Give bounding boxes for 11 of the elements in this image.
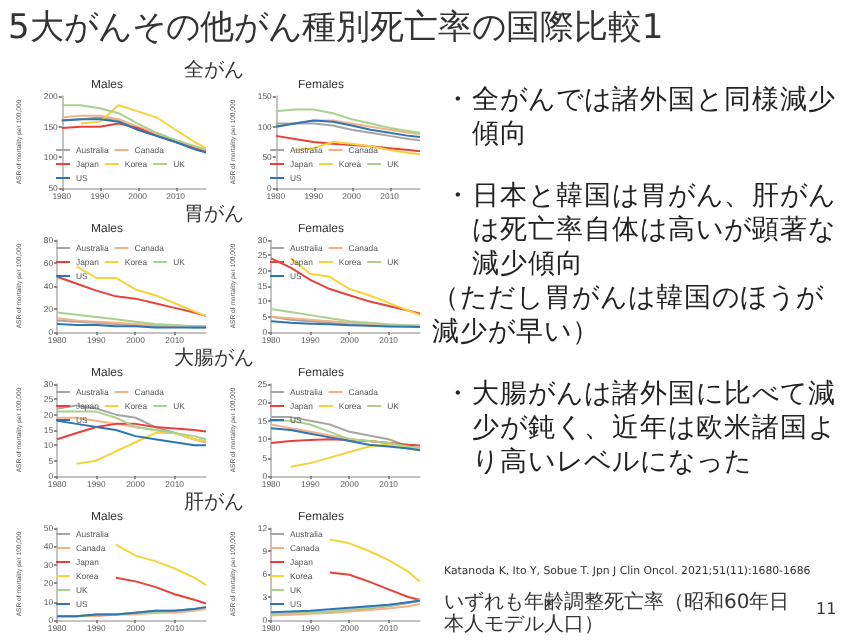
chart-subtitle: 全がん [182, 60, 246, 82]
text: いずれも年齢調整死亡率（昭和60年日本人モデル人口） [444, 592, 792, 636]
text: （ただし胃がんは韓国のほうが減少が早い） [432, 282, 826, 350]
text: ・全がんでは諸外国と同様減少傾向 [444, 84, 838, 152]
text: 5大がんその他がん種別死亡率の国際比較1 [8, 6, 666, 50]
chart-subtitle: 胃がん [182, 204, 246, 226]
chart-subtitle: 肝がん [182, 492, 246, 514]
text: ・大腸がんは諸外国に比べて減少が鈍く、近年は欧米諸国より高いレベルになった [444, 378, 838, 480]
text: ・日本と韓国は胃がん、肝がんは死亡率自体は高いが顕著な減少傾向 [444, 180, 838, 282]
text: 11 [816, 600, 837, 618]
chart-subtitle: 大腸がん [172, 348, 256, 370]
